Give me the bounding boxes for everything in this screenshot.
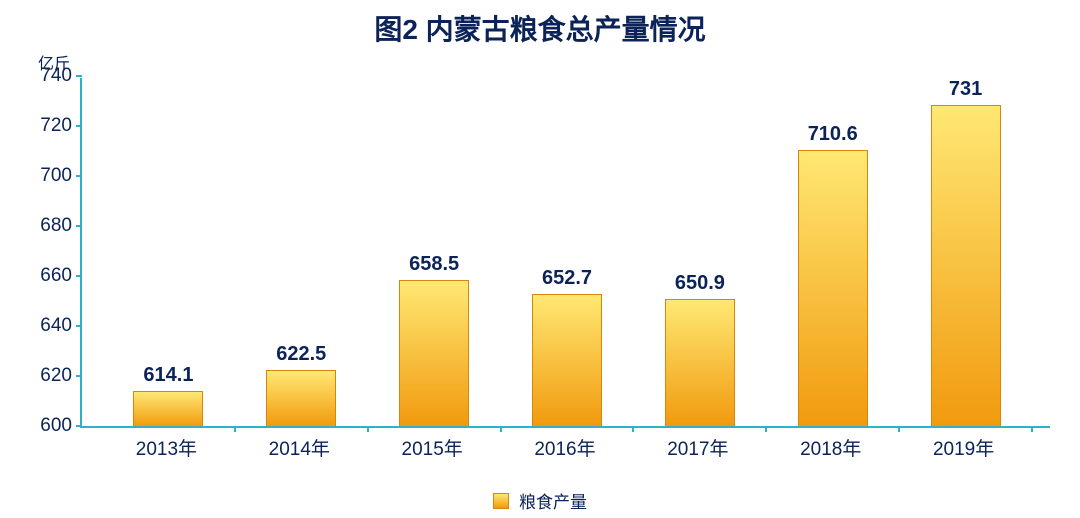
x-tick-label: 2013年 xyxy=(100,434,233,461)
bars-row: 614.1 622.5 658.5 652.7 650.9 710.6 731 xyxy=(82,78,1052,426)
y-tick-label: 680 xyxy=(40,215,72,237)
x-tick-mark xyxy=(1031,426,1033,432)
y-tick-label: 700 xyxy=(40,165,72,187)
x-tick-label: 2014年 xyxy=(233,434,366,461)
bar xyxy=(266,370,336,426)
x-tick-mark xyxy=(500,426,502,432)
x-tick-mark xyxy=(898,426,900,432)
y-tick-label: 660 xyxy=(40,265,72,287)
x-tick-label: 2019年 xyxy=(897,434,1030,461)
bar-slot: 731 xyxy=(899,78,1032,426)
bar-value-label: 622.5 xyxy=(276,343,326,366)
y-tick-label: 620 xyxy=(40,365,72,387)
plot-area: 600620640660680700720740 614.1622.5658.5… xyxy=(80,78,1050,428)
x-tick-mark xyxy=(765,426,767,432)
x-tick-label: 2017年 xyxy=(631,434,764,461)
legend-label: 粮食产量 xyxy=(519,493,587,512)
chart-title: 图2 内蒙古粮食总产量情况 xyxy=(0,0,1080,48)
bar-value-label: 614.1 xyxy=(143,364,193,387)
bar xyxy=(798,150,868,427)
bar xyxy=(532,294,602,426)
x-tick-mark xyxy=(234,426,236,432)
legend-swatch-icon xyxy=(493,493,509,509)
bar-value-label: 658.5 xyxy=(409,253,459,276)
bar xyxy=(931,105,1001,426)
plot-wrap: 600620640660680700720740 614.1622.5658.5… xyxy=(80,78,1050,428)
bar-slot: 614.1 xyxy=(102,78,235,426)
bar xyxy=(133,391,203,426)
y-tick-mark xyxy=(76,75,82,77)
x-tick-label: 2015年 xyxy=(366,434,499,461)
x-tick-mark xyxy=(632,426,634,432)
bar-slot: 710.6 xyxy=(766,78,899,426)
bar-value-label: 650.9 xyxy=(675,272,725,295)
x-tick-label: 2018年 xyxy=(764,434,897,461)
bar-slot: 652.7 xyxy=(501,78,634,426)
x-tick-label: 2016年 xyxy=(499,434,632,461)
bar-value-label: 710.6 xyxy=(808,123,858,146)
legend: 粮食产量 xyxy=(0,488,1080,513)
y-tick-label: 720 xyxy=(40,115,72,137)
x-axis-labels: 2013年2014年2015年2016年2017年2018年2019年 xyxy=(80,434,1050,461)
bar xyxy=(399,280,469,426)
bar-slot: 622.5 xyxy=(235,78,368,426)
y-tick-label: 740 xyxy=(40,65,72,87)
bar-value-label: 652.7 xyxy=(542,267,592,290)
x-tick-mark xyxy=(367,426,369,432)
bar xyxy=(665,299,735,426)
y-tick-label: 600 xyxy=(40,415,72,437)
y-tick-label: 640 xyxy=(40,315,72,337)
bar-value-label: 731 xyxy=(949,78,982,101)
bar-slot: 650.9 xyxy=(633,78,766,426)
bar-slot: 658.5 xyxy=(368,78,501,426)
